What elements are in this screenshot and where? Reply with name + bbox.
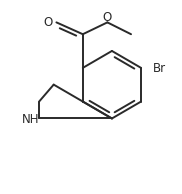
Text: O: O <box>103 11 112 24</box>
Text: Br: Br <box>153 62 166 75</box>
Text: O: O <box>44 16 53 29</box>
Text: NH: NH <box>22 113 40 126</box>
